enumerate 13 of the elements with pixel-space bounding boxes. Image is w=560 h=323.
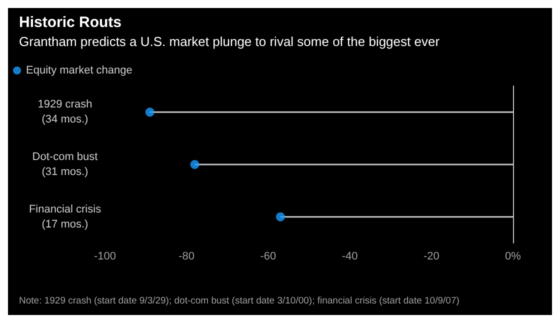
legend-label: Equity market change — [26, 64, 132, 76]
x-tick-label: -80 — [178, 250, 195, 262]
text: Note: 1929 crash (start date 9/3/29); dot-com bust (start date 3/10/00); financial crisis (start date 10/9/07) — [19, 296, 460, 306]
y-tick-label: 1929 crash (34 mos.) — [38, 98, 92, 126]
y-tick-label: Financial crisis (17 mos.) — [28, 203, 102, 230]
y-tick-label: Dot-com bust (31 mos.) — [32, 151, 98, 178]
x-tick-label: 0% — [505, 250, 522, 262]
x-tick-label: -20 — [423, 250, 440, 262]
chart-title: Historic Routs — [19, 14, 122, 31]
chart-subtitle: Grantham predicts a U.S. market plunge to rival some of the biggest ever — [19, 34, 440, 49]
x-tick-label: -60 — [260, 250, 276, 262]
x-tick-label: -100 — [94, 250, 116, 262]
x-tick-label: -40 — [342, 250, 358, 262]
